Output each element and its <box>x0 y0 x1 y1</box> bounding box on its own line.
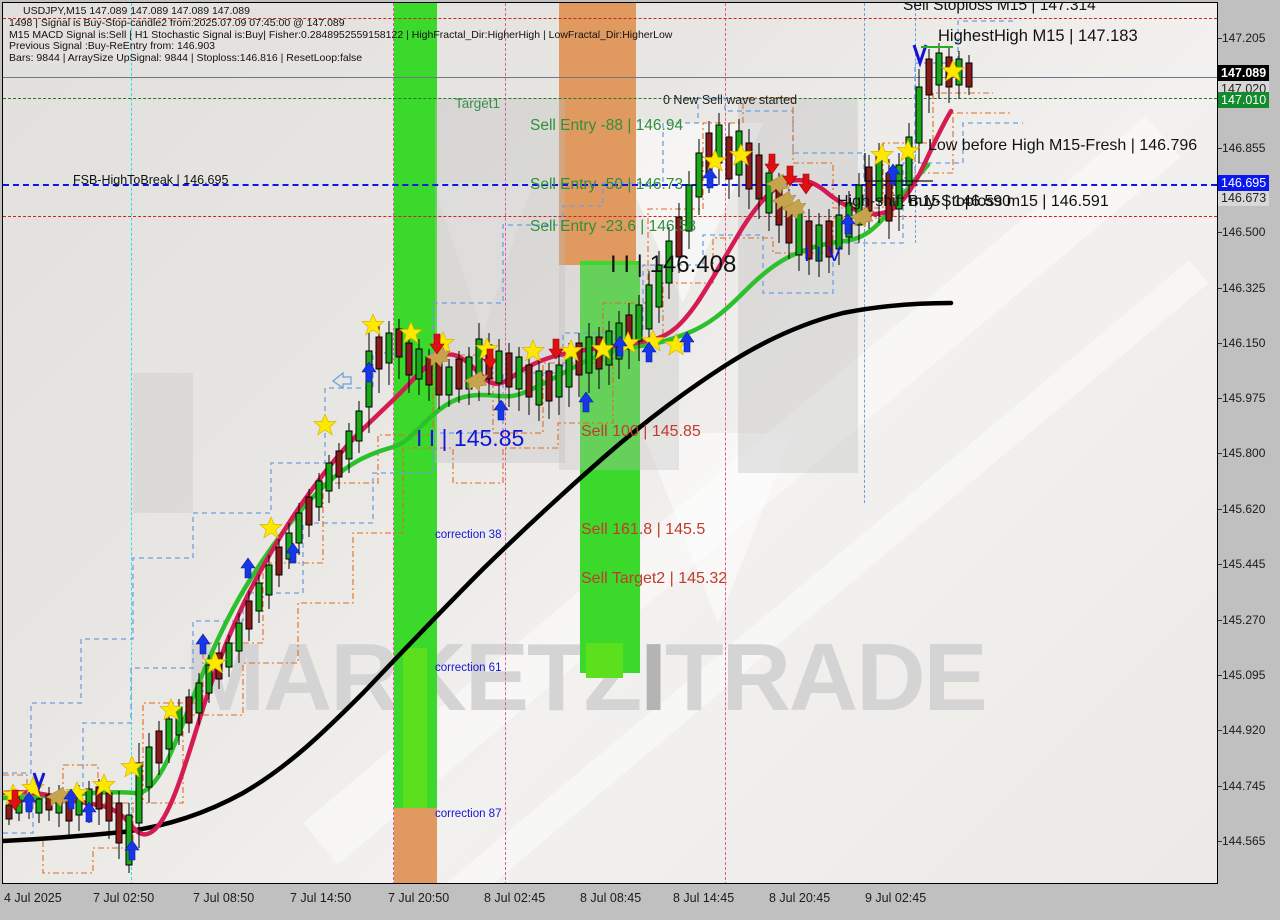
header-line-2: 1498 | Signal is Buy-Stop-candle2 from:2… <box>9 16 345 29</box>
price-tick-0: 147.205 <box>1222 31 1266 45</box>
fractal-upper-line <box>3 20 1013 774</box>
chart-plot-area[interactable]: MARKETZITRADE <box>2 2 1218 884</box>
buy-arrow-markers <box>21 163 901 861</box>
label-correction-61: correction 61 <box>435 662 502 674</box>
band-buy-zone-1-bright <box>403 648 427 808</box>
label-target1: Target1 <box>455 96 501 111</box>
header-line-5: Bars: 9844 | ArraySize UpSignal: 9844 | … <box>9 52 363 65</box>
time-tick-5: 8 Jul 02:45 <box>484 891 546 905</box>
label-highest-high: HighestHigh M15 | 147.183 <box>938 27 1138 45</box>
chart-info-header: USDJPY,M15 147.089 147.089 147.089 147.0… <box>9 5 673 65</box>
level-target1 <box>3 98 1217 99</box>
day-sep-1 <box>131 3 132 883</box>
price-tick-1: 146.855 <box>1222 141 1266 155</box>
low-before-high-bracket <box>864 153 933 182</box>
price-tag-last: 147.089 <box>1218 65 1270 81</box>
price-tick-10: 145.095 <box>1222 668 1266 682</box>
ma-slow-black <box>3 300 954 844</box>
watermark-arrows <box>433 123 793 623</box>
label-wave-iiv: I I V <box>804 243 842 266</box>
level-fsb-high <box>3 184 1217 186</box>
price-tick-12: 144.745 <box>1222 779 1266 793</box>
header-line-4: Previous Signal :Buy-ReEntry from: 146.9… <box>9 40 216 53</box>
day-sep-4 <box>725 3 726 883</box>
label-sell-stoploss: Sell Stoploss M15 | 147.314 <box>903 3 1096 14</box>
watermark-part3: TRADE <box>664 624 988 731</box>
label-sell-100: Sell 100 | 145.85 <box>581 423 701 440</box>
label-correction-38: correction 38 <box>435 529 502 541</box>
label-sell-target2: Sell Target2 | 145.32 <box>581 570 728 587</box>
time-tick-4: 7 Jul 20:50 <box>388 891 450 905</box>
fractal-rect-4 <box>133 373 193 513</box>
day-sep-2 <box>393 3 394 883</box>
signal-markers-layer <box>3 44 965 861</box>
price-tick-11: 144.920 <box>1222 723 1266 737</box>
label-sell-1618: Sell 161.8 | 145.5 <box>581 521 706 538</box>
time-tick-7: 8 Jul 14:45 <box>673 891 735 905</box>
price-tag-fsb: 146.695 <box>1218 175 1270 191</box>
label-high-shift: High-shift m15 | 146.590 <box>837 193 1012 210</box>
price-tag-target: 147.010 <box>1218 92 1270 108</box>
price-tick-8: 145.445 <box>1222 557 1266 571</box>
band-buy-zone-2-bright <box>586 643 623 678</box>
hollow-arrow-icon <box>331 371 352 390</box>
time-axis[interactable]: 4 Jul 2025 7 Jul 02:50 7 Jul 08:50 7 Jul… <box>0 886 1280 920</box>
label-sell-entry-88: Sell Entry -88 | 146.94 <box>530 117 684 134</box>
header-line-3: M15 MACD Signal is:Sell | H1 Stochastic … <box>9 28 673 41</box>
price-tick-6: 145.800 <box>1222 446 1266 460</box>
price-tick-2: 146.500 <box>1222 225 1266 239</box>
price-tick-9: 145.270 <box>1222 613 1266 627</box>
label-buy-stoploss: Buy-Stoploss m15 | 146.591 <box>908 193 1109 210</box>
level-highest-high <box>3 77 1217 78</box>
price-tick-7: 145.620 <box>1222 502 1266 516</box>
level-sell-stoploss <box>3 18 1217 19</box>
price-axis[interactable]: 147.205 146.855 146.500 146.325 146.150 … <box>1218 0 1280 920</box>
fractal-lower-line <box>3 122 1023 834</box>
time-tick-1: 7 Jul 02:50 <box>93 891 155 905</box>
v-markers <box>32 44 928 792</box>
price-tag-hidden-2: 146.673 <box>1218 190 1270 206</box>
label-wave-146408: I I | 146.408 <box>610 251 737 278</box>
watermark-part1: MARKET <box>185 624 586 731</box>
level-buy-stoploss <box>3 216 1217 217</box>
price-tick-13: 144.565 <box>1222 834 1266 848</box>
label-new-sell-wave: 0 New Sell wave started <box>663 93 798 107</box>
band-correction-87 <box>394 808 437 883</box>
price-tick-4: 146.150 <box>1222 336 1266 350</box>
price-tick-3: 146.325 <box>1222 281 1266 295</box>
price-tick-5: 145.975 <box>1222 391 1266 405</box>
label-new-buy-wave: 0 New Buy Wave started <box>75 882 212 883</box>
label-low-before-high: Low before High M15-Fresh | 146.796 <box>928 137 1198 154</box>
time-tick-3: 7 Jul 14:50 <box>290 891 352 905</box>
watermark-bar: I <box>640 624 667 731</box>
label-sell-entry-50: Sell Entry -50 | 146.73 <box>530 176 684 193</box>
day-sep-5 <box>864 3 865 503</box>
time-tick-8: 8 Jul 20:45 <box>769 891 831 905</box>
label-fsb-high-to-break: FSB-HighToBreak | 146.695 <box>73 173 229 187</box>
day-sep-3 <box>505 3 506 883</box>
time-tick-6: 8 Jul 08:45 <box>580 891 642 905</box>
band-sell-zone-top <box>559 3 636 265</box>
ma-mid-green <box>3 162 931 801</box>
time-tick-9: 9 Jul 02:45 <box>865 891 927 905</box>
time-tick-2: 7 Jul 08:50 <box>193 891 255 905</box>
label-correction-87: correction 87 <box>435 808 502 820</box>
time-tick-0: 4 Jul 2025 <box>4 891 62 905</box>
label-wave-14585: I I | 145.85 <box>416 425 525 451</box>
label-sell-entry-236: Sell Entry -23.6 | 146.58 <box>530 218 697 235</box>
header-line-1: USDJPY,M15 147.089 147.089 147.089 147.0… <box>23 5 250 17</box>
